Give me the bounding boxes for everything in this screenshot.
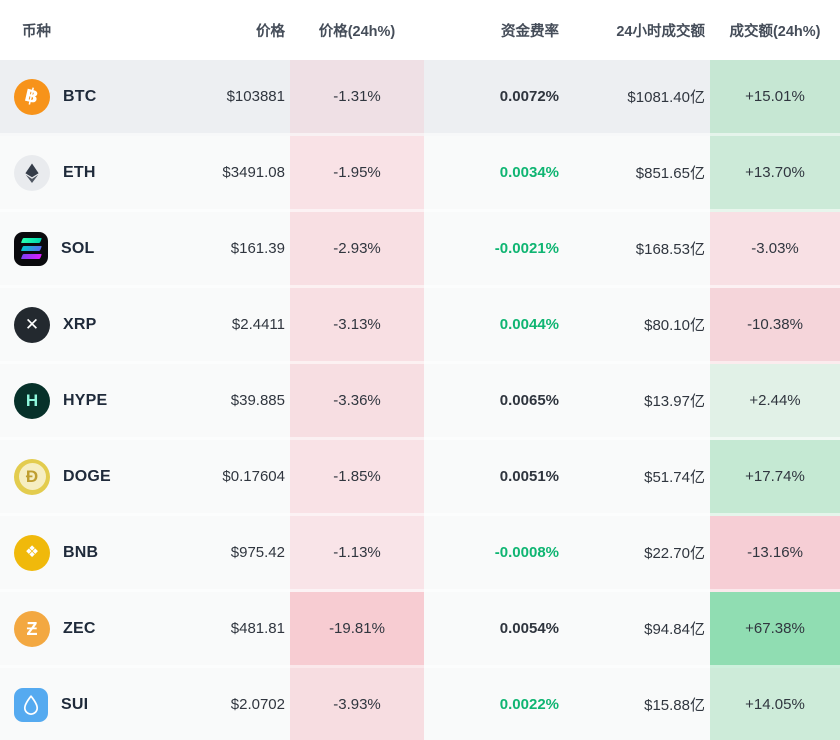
volume-cell: $15.88亿 — [564, 668, 710, 740]
funding-rate-cell: -0.0021% — [424, 212, 564, 288]
header-volume: 24小时成交额 — [616, 23, 705, 40]
table-row[interactable]: H HYPE $39.885 -3.36% 0.0065% $13.97亿 +2… — [0, 364, 840, 440]
price-cell: $39.885 — [160, 364, 290, 440]
volume-change-cell: +67.38% — [710, 592, 840, 668]
table-row[interactable]: Ƶ ZEC $481.81 -19.81% 0.0054% $94.84亿 +6… — [0, 592, 840, 668]
price-change-cell: -1.85% — [290, 440, 424, 516]
price-change-cell: -19.81% — [290, 592, 424, 668]
table-row[interactable]: ✕ XRP $2.4411 -3.13% 0.0044% $80.10亿 -10… — [0, 288, 840, 364]
coin-symbol: HYPE — [63, 391, 108, 409]
volume-change-cell: -3.03% — [710, 212, 840, 288]
price-change-cell: -1.13% — [290, 516, 424, 592]
price-cell: $3491.08 — [160, 136, 290, 212]
funding-rate-cell: -0.0008% — [424, 516, 564, 592]
volume-change-cell: +17.74% — [710, 440, 840, 516]
price-cell: $2.4411 — [160, 288, 290, 364]
coin-cell: Ð DOGE — [0, 440, 160, 516]
volume-cell: $51.74亿 — [564, 440, 710, 516]
table-row[interactable]: SUI $2.0702 -3.93% 0.0022% $15.88亿 +14.0… — [0, 668, 840, 740]
btc-icon: ฿ — [14, 78, 50, 115]
header-coin: 币种 — [22, 23, 51, 40]
funding-rate-cell: 0.0022% — [424, 668, 564, 740]
table-row[interactable]: ❖ BNB $975.42 -1.13% -0.0008% $22.70亿 -1… — [0, 516, 840, 592]
volume-cell: $1081.40亿 — [564, 60, 710, 136]
volume-cell: $80.10亿 — [564, 288, 710, 364]
coin-symbol: SOL — [61, 239, 95, 257]
volume-cell: $851.65亿 — [564, 136, 710, 212]
coin-symbol: BNB — [63, 543, 99, 561]
coin-symbol: BTC — [63, 87, 97, 105]
zec-icon: Ƶ — [14, 610, 50, 647]
price-cell: $103881 — [160, 60, 290, 136]
sui-icon — [14, 687, 48, 722]
header-volume-change: 成交额(24h%) — [729, 23, 821, 40]
coin-cell: ฿ BTC — [0, 60, 160, 136]
coin-cell: SOL — [0, 212, 160, 288]
price-cell: $0.17604 — [160, 440, 290, 516]
volume-cell: $168.53亿 — [564, 212, 710, 288]
header-price: 价格 — [256, 23, 285, 40]
coin-cell: ❖ BNB — [0, 516, 160, 592]
price-change-cell: -1.95% — [290, 136, 424, 212]
coin-cell: H HYPE — [0, 364, 160, 440]
volume-change-cell: -10.38% — [710, 288, 840, 364]
funding-rate-cell: 0.0054% — [424, 592, 564, 668]
volume-change-cell: +2.44% — [710, 364, 840, 440]
coin-cell: ✕ XRP — [0, 288, 160, 364]
coin-symbol: DOGE — [63, 467, 111, 485]
coin-symbol: SUI — [61, 695, 89, 713]
coin-cell: SUI — [0, 668, 160, 740]
xrp-icon: ✕ — [14, 306, 50, 343]
volume-cell: $13.97亿 — [564, 364, 710, 440]
hype-icon: H — [14, 382, 50, 419]
volume-cell: $94.84亿 — [564, 592, 710, 668]
funding-rate-cell: 0.0034% — [424, 136, 564, 212]
price-cell: $161.39 — [160, 212, 290, 288]
coin-symbol: ETH — [63, 163, 96, 181]
sol-icon — [14, 231, 48, 266]
price-change-cell: -3.13% — [290, 288, 424, 364]
volume-change-cell: +14.05% — [710, 668, 840, 740]
volume-change-cell: +15.01% — [710, 60, 840, 136]
table-row[interactable]: ETH $3491.08 -1.95% 0.0034% $851.65亿 +13… — [0, 136, 840, 212]
volume-change-cell: +13.70% — [710, 136, 840, 212]
volume-cell: $22.70亿 — [564, 516, 710, 592]
funding-rate-cell: 0.0065% — [424, 364, 564, 440]
price-cell: $2.0702 — [160, 668, 290, 740]
volume-change-cell: -13.16% — [710, 516, 840, 592]
eth-icon — [14, 154, 50, 191]
funding-rate-cell: 0.0051% — [424, 440, 564, 516]
table-body: ฿ BTC $103881 -1.31% 0.0072% $1081.40亿 +… — [0, 60, 840, 740]
funding-rate-cell: 0.0044% — [424, 288, 564, 364]
price-cell: $975.42 — [160, 516, 290, 592]
price-change-cell: -3.36% — [290, 364, 424, 440]
coin-symbol: ZEC — [63, 619, 96, 637]
table-row[interactable]: Ð DOGE $0.17604 -1.85% 0.0051% $51.74亿 +… — [0, 440, 840, 516]
header-price-change: 价格(24h%) — [318, 23, 396, 40]
doge-icon: Ð — [14, 458, 50, 495]
funding-rate-cell: 0.0072% — [424, 60, 564, 136]
table-row[interactable]: ฿ BTC $103881 -1.31% 0.0072% $1081.40亿 +… — [0, 60, 840, 136]
coin-cell: Ƶ ZEC — [0, 592, 160, 668]
table-header: 币种 价格 价格(24h%) 资金费率 24小时成交额 成交额(24h%) — [0, 0, 840, 60]
header-funding-rate: 资金费率 — [501, 23, 559, 40]
price-change-cell: -2.93% — [290, 212, 424, 288]
price-change-cell: -1.31% — [290, 60, 424, 136]
coin-symbol: XRP — [63, 315, 97, 333]
price-cell: $481.81 — [160, 592, 290, 668]
bnb-icon: ❖ — [14, 534, 50, 571]
table-row[interactable]: SOL $161.39 -2.93% -0.0021% $168.53亿 -3.… — [0, 212, 840, 288]
coin-cell: ETH — [0, 136, 160, 212]
price-change-cell: -3.93% — [290, 668, 424, 740]
